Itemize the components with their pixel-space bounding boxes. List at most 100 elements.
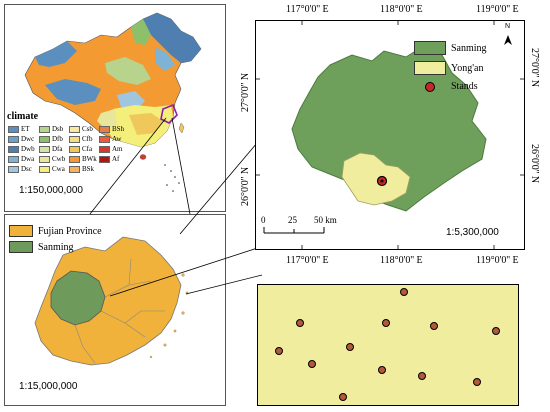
- climate-legend-swatch: [99, 155, 110, 163]
- climate-legend-swatch: [8, 155, 19, 163]
- fujian-map-panel: Fujian Province Sanming 1:15,000,000: [4, 214, 226, 406]
- climate-legend-item: Dsc: [8, 165, 32, 173]
- china-map-scale: 1:150,000,000: [19, 185, 83, 196]
- climate-legend-item: Dsb: [39, 125, 63, 133]
- climate-legend-swatch: [99, 145, 110, 153]
- climate-legend-item: Cwa: [39, 165, 65, 173]
- climate-legend-swatch: [8, 165, 19, 173]
- climate-legend-label: Dfa: [52, 145, 63, 153]
- fujian-province-swatch: [9, 225, 33, 237]
- stand-point: [400, 288, 408, 296]
- stand-point: [378, 366, 386, 374]
- stand-point: [296, 319, 304, 327]
- climate-legend-label: Am: [112, 145, 123, 153]
- climate-legend-swatch: [99, 135, 110, 143]
- right-coord-1: 27°0'0'' N: [529, 48, 540, 88]
- bottom-coord-3: 119°0'0'' E: [476, 255, 519, 266]
- sanming-region-shape: [50, 270, 106, 326]
- legend-item-stands: Stands: [414, 81, 478, 92]
- legend-label-fujian-province: Fujian Province: [38, 225, 102, 237]
- climate-zone-dwc: [155, 47, 175, 71]
- climate-legend-label: Dwa: [21, 155, 35, 163]
- climate-zone-dsb: [105, 57, 151, 85]
- stand-point: [275, 347, 283, 355]
- hainan-island: [139, 154, 147, 160]
- climate-legend-swatch: [39, 125, 50, 133]
- climate-legend-label: Dfb: [52, 135, 63, 143]
- taiwan-island: [178, 122, 185, 134]
- fujian-map-scale: 1:15,000,000: [19, 381, 78, 392]
- legend-item-yongan: Yong'an: [414, 61, 483, 75]
- bottom-coord-1: 117°0'0'' E: [286, 255, 329, 266]
- climate-legend-item: BSk: [69, 165, 94, 173]
- yongan-swatch: [414, 61, 446, 75]
- legend-label-sanming: Sanming: [38, 241, 74, 253]
- climate-legend-swatch: [39, 145, 50, 153]
- climate-legend-swatch: [69, 155, 80, 163]
- climate-legend-label: Cfa: [82, 145, 93, 153]
- sanming-map-scale: 1:5,300,000: [446, 227, 499, 238]
- sanming-map: [256, 21, 524, 249]
- climate-legend-item: BSh: [99, 125, 124, 133]
- legend-item-sanming-city: Sanming: [414, 41, 487, 55]
- stand-point: [308, 360, 316, 368]
- climate-legend-label: ET: [21, 125, 30, 133]
- climate-zone-dfb: [131, 19, 151, 45]
- stand-point: [418, 372, 426, 380]
- climate-legend-label: Dwb: [21, 145, 35, 153]
- top-coord-3: 119°0'0'' E: [476, 4, 519, 15]
- climate-legend-item: Am: [99, 145, 123, 153]
- climate-legend-item: Dwb: [8, 145, 35, 153]
- scalebar-label-50: 50 km: [314, 215, 337, 225]
- bottom-coord-2: 118°0'0'' E: [380, 255, 423, 266]
- stand-point: [430, 322, 438, 330]
- legend-item-sanming: Sanming: [9, 241, 74, 253]
- climate-legend-label: BWk: [82, 155, 97, 163]
- stands-legend-dot: [425, 81, 435, 92]
- north-arrow-icon: [504, 35, 512, 45]
- climate-legend-item: Csb: [69, 125, 93, 133]
- climate-legend-label: Af: [112, 155, 120, 163]
- climate-legend-swatch: [8, 125, 19, 133]
- climate-legend-label: Cfb: [82, 135, 93, 143]
- south-china-sea-islands: [164, 164, 180, 192]
- climate-legend-label: Aw: [112, 135, 122, 143]
- legend-label-yongan: Yong'an: [451, 62, 484, 74]
- sanming-swatch: [9, 241, 33, 253]
- climate-legend-item: Cfa: [69, 145, 92, 153]
- china-climate-map-panel: climate ET Dwc Dwb Dwa Dsc Dsb Dfb Dfa Cwb Cwa Csb…: [4, 4, 226, 212]
- climate-legend-item: ET: [8, 125, 30, 133]
- climate-legend-item: BWk: [69, 155, 97, 163]
- stand-point: [339, 393, 347, 401]
- climate-legend-swatch: [69, 145, 80, 153]
- left-coord-1: 27°0'0'' N: [240, 72, 251, 112]
- left-coord-2: 26°0'0'' N: [240, 166, 251, 206]
- climate-legend-item: Dfa: [39, 145, 63, 153]
- climate-zone-dwa: [143, 13, 201, 63]
- climate-legend-swatch: [39, 135, 50, 143]
- climate-legend-label: BSh: [112, 125, 125, 133]
- north-label: N: [505, 23, 511, 30]
- climate-legend-label: Dsc: [21, 165, 32, 173]
- stand-point: [382, 319, 390, 327]
- top-coord-2: 118°0'0'' E: [380, 4, 423, 15]
- climate-legend-swatch: [69, 165, 80, 173]
- climate-legend-item: Af: [99, 155, 119, 163]
- climate-legend-label: Csb: [82, 125, 93, 133]
- scale-bar: [263, 227, 325, 234]
- climate-legend-swatch: [99, 125, 110, 133]
- yongan-shape: [341, 152, 411, 206]
- climate-legend-swatch: [69, 125, 80, 133]
- climate-legend-item: Dwa: [8, 155, 34, 163]
- sanming-map-panel: N Sanming Yong'an Stands 0 25 50 km 1:5,…: [255, 20, 525, 250]
- climate-zone-dfa: [117, 91, 145, 109]
- climate-legend-item: Aw: [99, 135, 121, 143]
- climate-legend-label: Dwc: [21, 135, 35, 143]
- climate-legend-swatch: [69, 135, 80, 143]
- climate-legend-swatch: [39, 155, 50, 163]
- top-coord-1: 117°0'0'' E: [286, 4, 329, 15]
- climate-legend-swatch: [39, 165, 50, 173]
- legend-label-sanming-city: Sanming: [451, 42, 487, 54]
- stands-detail-panel: [257, 284, 519, 406]
- scalebar-label-0: 0: [261, 215, 266, 225]
